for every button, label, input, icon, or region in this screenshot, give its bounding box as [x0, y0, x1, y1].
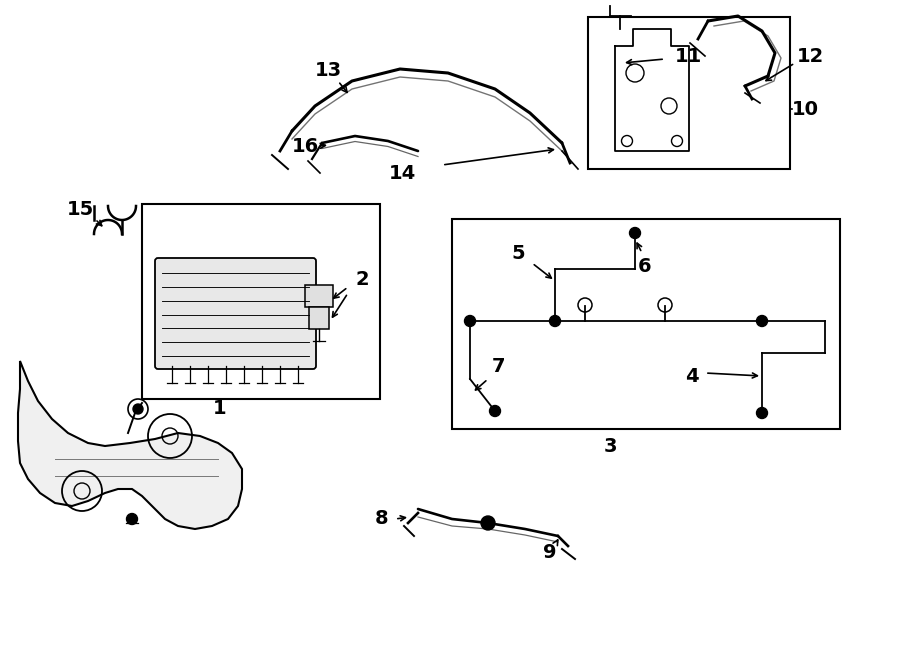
Circle shape: [464, 315, 475, 327]
Bar: [309, 307, 329, 329]
Circle shape: [757, 407, 768, 418]
Text: 10: 10: [791, 100, 818, 118]
Circle shape: [481, 516, 495, 530]
Text: 7: 7: [491, 356, 505, 375]
Text: 12: 12: [796, 46, 824, 65]
Bar: [142, 204, 380, 399]
Bar: [452, 219, 840, 429]
Text: 1: 1: [213, 399, 227, 418]
Bar: [588, 17, 790, 169]
Text: 16: 16: [292, 137, 319, 155]
Text: 5: 5: [511, 243, 525, 262]
Text: 3: 3: [603, 436, 616, 455]
Circle shape: [757, 315, 768, 327]
Circle shape: [629, 227, 641, 239]
Text: 11: 11: [674, 46, 702, 65]
Text: 14: 14: [389, 163, 416, 182]
Text: 2: 2: [356, 270, 369, 288]
Text: 8: 8: [375, 510, 389, 529]
Circle shape: [550, 315, 561, 327]
Text: 6: 6: [638, 256, 652, 276]
Text: 15: 15: [67, 200, 94, 219]
Circle shape: [127, 514, 138, 524]
FancyBboxPatch shape: [155, 258, 316, 369]
Circle shape: [490, 405, 500, 416]
Polygon shape: [18, 361, 242, 529]
Text: 13: 13: [314, 61, 342, 81]
Circle shape: [133, 404, 143, 414]
Bar: [305, 285, 333, 307]
Text: 4: 4: [685, 366, 698, 385]
Text: 9: 9: [544, 543, 557, 563]
